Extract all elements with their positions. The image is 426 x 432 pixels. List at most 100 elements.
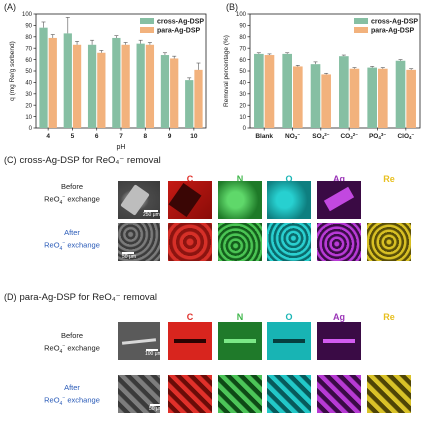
element-head-d-n: N xyxy=(236,312,244,322)
scalebar-d-before xyxy=(146,349,158,351)
y-tick-label: 0 xyxy=(29,126,33,132)
bar-cross-Ag-DSP-10 xyxy=(185,80,194,128)
bar-para-Ag-DSP-NO3- xyxy=(293,66,303,128)
bar-cross-Ag-DSP-Blank xyxy=(254,53,264,128)
x-tick-label: ClO4− xyxy=(397,132,414,140)
sem-image-c-after xyxy=(118,223,160,261)
element-head-d-re: Re xyxy=(383,312,395,322)
element-head-d-c: C xyxy=(186,312,194,322)
element-head-c-c: C xyxy=(186,174,194,184)
legend-label: cross-Ag-DSP xyxy=(157,19,204,26)
x-tick-label: SO42− xyxy=(312,132,329,140)
bar-cross-Ag-DSP-8 xyxy=(136,43,145,128)
bar-para-Ag-DSP-SO4 2- xyxy=(321,74,331,128)
x-axis-label: pH xyxy=(117,144,126,151)
map-d-before-n xyxy=(218,322,262,360)
x-tick-label: Blank xyxy=(255,133,273,140)
row-label-c-before-l2: ReO4− exchange xyxy=(44,194,100,206)
panel-d-letter: (D) xyxy=(4,292,17,302)
y-tick-label: 10 xyxy=(239,115,246,121)
scalebar-d-after xyxy=(150,404,162,406)
row-label-d-before-l1: Before xyxy=(60,331,84,340)
map-d-after-re xyxy=(367,375,411,413)
y-tick-label: 80 xyxy=(25,35,32,41)
y-axis-label: q (mg Re/g sorbend) xyxy=(9,41,16,101)
y-tick-label: 70 xyxy=(239,46,246,52)
element-head-c-re: Re xyxy=(383,174,395,184)
row-label-d-before: Before ReO4− exchange xyxy=(28,331,116,357)
scale-text-c-before: 250 μm xyxy=(143,212,160,218)
x-tick-label: 8 xyxy=(143,133,147,140)
bar-para-Ag-DSP-8 xyxy=(145,44,155,128)
legend-swatch xyxy=(140,18,154,24)
element-head-c-n: N xyxy=(236,174,244,184)
scale-text-d-before: 100 μm xyxy=(145,351,162,357)
bar-cross-Ag-DSP-9 xyxy=(160,55,170,128)
sem-image-d-after xyxy=(118,375,160,413)
bar-cross-Ag-DSP-5 xyxy=(63,33,72,128)
legend-swatch xyxy=(354,18,368,24)
bar-para-Ag-DSP-6 xyxy=(97,52,106,129)
x-tick-label: CO32− xyxy=(340,132,358,140)
panel-label-a: (A) xyxy=(4,2,16,12)
y-tick-label: 10 xyxy=(25,115,32,121)
bar-para-Ag-DSP-9 xyxy=(170,58,179,128)
legend-label: para-Ag-DSP xyxy=(157,28,201,35)
row-label-c-after-l2: ReO4− exchange xyxy=(44,240,100,252)
map-c-after-c xyxy=(168,223,212,261)
element-head-c-o: O xyxy=(285,174,293,184)
bar-cross-Ag-DSP-6 xyxy=(87,44,97,128)
y-tick-label: 100 xyxy=(236,12,247,18)
scale-text-c-after: 50 μm xyxy=(122,254,136,260)
y-tick-label: 90 xyxy=(25,24,32,30)
y-tick-label: 70 xyxy=(25,46,32,52)
x-tick-label: PO43− xyxy=(369,132,386,140)
x-tick-label: 4 xyxy=(46,133,50,140)
legend-swatch xyxy=(140,27,154,33)
bar-para-Ag-DSP-5 xyxy=(72,44,82,128)
map-d-after-o xyxy=(267,375,311,413)
y-tick-label: 40 xyxy=(239,81,246,87)
sem-image-d-before xyxy=(118,322,160,360)
panel-label-b: (B) xyxy=(226,2,238,12)
bar-para-Ag-DSP-ClO4- xyxy=(406,69,416,128)
row-label-c-before-l1: Before xyxy=(60,182,84,191)
map-c-after-n xyxy=(218,223,262,261)
scale-text-d-after: 50 μm xyxy=(149,406,163,412)
y-tick-label: 40 xyxy=(25,81,32,87)
x-tick-label: 10 xyxy=(190,133,198,140)
y-tick-label: 20 xyxy=(25,103,32,109)
row-label-c-after-l1: After xyxy=(64,228,80,237)
x-tick-label: 6 xyxy=(95,133,99,140)
y-tick-label: 100 xyxy=(22,12,33,18)
bar-para-Ag-DSP-Blank xyxy=(264,55,275,128)
element-head-d-ag: Ag xyxy=(333,312,345,322)
panel-c-title: cross-Ag-DSP for ReO₄⁻ removal xyxy=(19,155,161,166)
row-label-d-after-l1: After xyxy=(64,383,80,392)
scalebar-c-after xyxy=(122,252,134,254)
x-tick-label: 7 xyxy=(119,133,123,140)
bar-cross-Ag-DSP-CO3 2- xyxy=(339,56,349,128)
panel-d-title: para-Ag-DSP for ReO₄⁻ removal xyxy=(19,292,158,303)
element-head-d-o: O xyxy=(285,312,293,322)
bar-para-Ag-DSP-10 xyxy=(194,69,203,128)
bar-para-Ag-DSP-CO3 2- xyxy=(349,68,360,128)
sem-image-c-before xyxy=(118,181,160,219)
y-tick-label: 60 xyxy=(239,58,246,64)
map-d-after-n xyxy=(218,375,262,413)
row-label-d-after-l2: ReO4− exchange xyxy=(44,395,100,407)
map-c-before-c xyxy=(168,181,212,219)
x-tick-label: 9 xyxy=(168,133,172,140)
y-tick-label: 90 xyxy=(239,24,246,30)
row-label-d-after: After ReO4− exchange xyxy=(28,383,116,409)
chart-b-anion-competition: 0 10 20 30 40 50 60 70 80 90 100 Blank NO3− SO42− CO32… xyxy=(223,12,421,140)
x-tick-label: NO3− xyxy=(285,132,300,140)
panel-label-d: (D) para-Ag-DSP for ReO₄⁻ removal xyxy=(4,292,157,303)
map-c-before-n xyxy=(218,181,262,219)
scalebar-c-before xyxy=(144,210,158,212)
row-label-c-before: Before ReO4− exchange xyxy=(28,182,116,208)
map-c-after-ag xyxy=(317,223,361,261)
legend-label: cross-Ag-DSP xyxy=(371,19,418,26)
bar-cross-Ag-DSP-PO4 3- xyxy=(367,67,377,128)
bar-para-Ag-DSP-7 xyxy=(121,44,130,128)
